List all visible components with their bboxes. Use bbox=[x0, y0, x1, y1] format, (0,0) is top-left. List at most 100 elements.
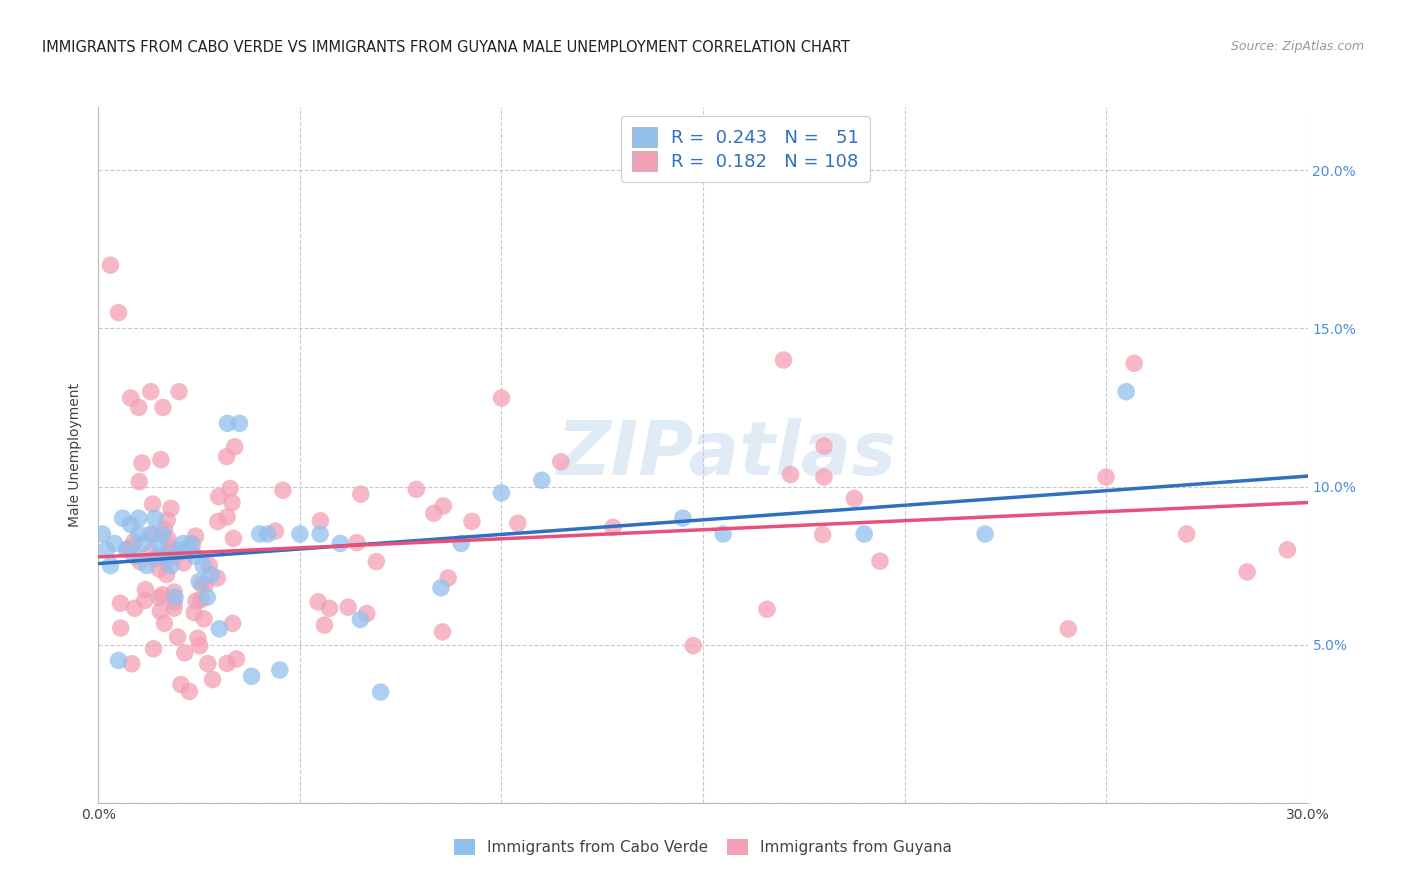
Point bbox=[176, 542, 198, 557]
Point bbox=[225, 652, 247, 666]
Point bbox=[142, 497, 165, 511]
Point bbox=[124, 601, 146, 615]
Point bbox=[217, 510, 239, 524]
Point bbox=[423, 506, 446, 520]
Point bbox=[188, 574, 211, 589]
Point bbox=[115, 542, 138, 557]
Point bbox=[181, 537, 204, 551]
Point bbox=[432, 624, 454, 639]
Point bbox=[153, 616, 176, 631]
Point bbox=[152, 401, 174, 415]
Point bbox=[215, 450, 238, 464]
Point bbox=[184, 549, 207, 563]
Point bbox=[160, 558, 183, 573]
Point bbox=[309, 527, 332, 541]
Point bbox=[1175, 527, 1198, 541]
Point bbox=[103, 536, 125, 550]
Point bbox=[1123, 356, 1146, 370]
Point bbox=[811, 527, 834, 541]
Point bbox=[167, 384, 190, 399]
Point bbox=[450, 536, 472, 550]
Point bbox=[190, 592, 212, 607]
Point bbox=[208, 490, 231, 504]
Point bbox=[156, 532, 179, 546]
Point bbox=[160, 544, 183, 558]
Point bbox=[163, 585, 186, 599]
Point bbox=[156, 549, 179, 563]
Point bbox=[156, 513, 179, 527]
Point bbox=[128, 511, 150, 525]
Point bbox=[155, 567, 177, 582]
Point bbox=[491, 391, 513, 405]
Point bbox=[550, 455, 572, 469]
Point bbox=[139, 384, 162, 399]
Point bbox=[128, 527, 150, 541]
Point bbox=[672, 511, 695, 525]
Point bbox=[779, 467, 801, 482]
Point bbox=[271, 483, 294, 498]
Point bbox=[869, 554, 891, 568]
Y-axis label: Male Unemployment: Male Unemployment bbox=[69, 383, 83, 527]
Point bbox=[530, 473, 553, 487]
Point bbox=[179, 684, 201, 698]
Point bbox=[1115, 384, 1137, 399]
Point bbox=[219, 482, 242, 496]
Point bbox=[143, 511, 166, 525]
Point bbox=[110, 621, 132, 635]
Point bbox=[200, 568, 222, 582]
Point bbox=[149, 604, 172, 618]
Point bbox=[159, 540, 181, 554]
Point bbox=[131, 456, 153, 470]
Point bbox=[134, 582, 156, 597]
Point bbox=[120, 517, 142, 532]
Point bbox=[128, 401, 150, 415]
Point bbox=[240, 669, 263, 683]
Point bbox=[142, 528, 165, 542]
Point bbox=[139, 545, 162, 559]
Text: ZIPatlas: ZIPatlas bbox=[557, 418, 897, 491]
Point bbox=[187, 632, 209, 646]
Point bbox=[142, 641, 165, 656]
Point bbox=[148, 562, 170, 576]
Point bbox=[134, 593, 156, 607]
Point bbox=[163, 591, 186, 605]
Point bbox=[337, 600, 360, 615]
Point bbox=[207, 515, 229, 529]
Point bbox=[128, 475, 150, 489]
Point bbox=[96, 542, 118, 557]
Point bbox=[184, 529, 207, 543]
Point bbox=[148, 549, 170, 563]
Point bbox=[122, 534, 145, 549]
Point bbox=[91, 527, 114, 541]
Point bbox=[437, 571, 460, 585]
Text: IMMIGRANTS FROM CABO VERDE VS IMMIGRANTS FROM GUYANA MALE UNEMPLOYMENT CORRELATI: IMMIGRANTS FROM CABO VERDE VS IMMIGRANTS… bbox=[42, 40, 851, 55]
Point bbox=[356, 607, 378, 621]
Point bbox=[201, 673, 224, 687]
Point bbox=[269, 663, 291, 677]
Point bbox=[813, 470, 835, 484]
Point bbox=[172, 536, 194, 550]
Point bbox=[430, 581, 453, 595]
Point bbox=[207, 571, 229, 585]
Point bbox=[217, 417, 239, 431]
Point bbox=[111, 511, 134, 525]
Point bbox=[249, 527, 271, 541]
Point bbox=[853, 527, 876, 541]
Point bbox=[148, 536, 170, 550]
Point bbox=[1236, 565, 1258, 579]
Point bbox=[135, 558, 157, 573]
Point bbox=[772, 353, 794, 368]
Point bbox=[193, 612, 215, 626]
Point bbox=[165, 549, 187, 563]
Point bbox=[149, 452, 172, 467]
Point bbox=[844, 491, 866, 506]
Point bbox=[188, 639, 211, 653]
Point bbox=[170, 677, 193, 691]
Point bbox=[228, 417, 250, 431]
Point bbox=[129, 555, 152, 569]
Legend: Immigrants from Cabo Verde, Immigrants from Guyana: Immigrants from Cabo Verde, Immigrants f… bbox=[447, 833, 959, 862]
Point bbox=[190, 577, 212, 591]
Point bbox=[461, 515, 484, 529]
Point bbox=[288, 527, 311, 541]
Point bbox=[198, 558, 221, 573]
